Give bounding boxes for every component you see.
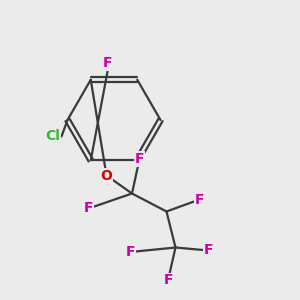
Text: F: F [195, 193, 204, 206]
Text: F: F [135, 152, 144, 166]
Text: F: F [204, 244, 213, 257]
Text: F: F [126, 245, 135, 259]
Text: O: O [100, 169, 112, 182]
Text: F: F [163, 274, 173, 287]
Text: Cl: Cl [45, 130, 60, 143]
Text: F: F [103, 56, 113, 70]
Text: F: F [84, 202, 93, 215]
